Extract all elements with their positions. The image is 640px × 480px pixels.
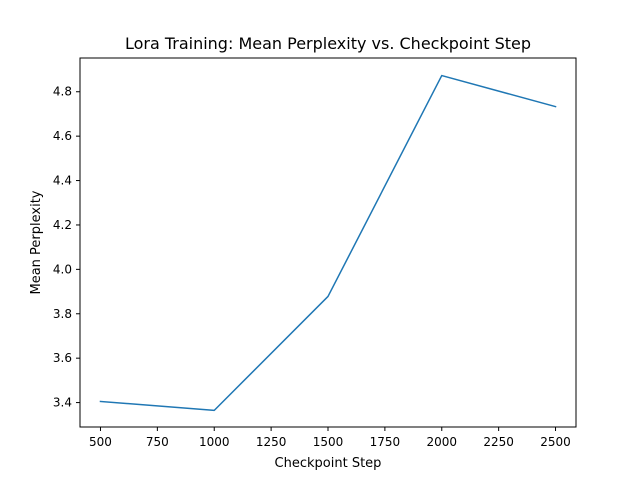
y-tick-label: 4.6 (53, 129, 72, 143)
x-tick-label: 1250 (256, 435, 287, 449)
y-tick-label: 4.8 (53, 85, 72, 99)
y-tick-label: 4.2 (53, 218, 72, 232)
series-line (99, 74, 557, 412)
plot-frame (79, 57, 577, 428)
chart-title: Lora Training: Mean Perplexity vs. Check… (125, 34, 531, 53)
y-axis-ticks: 3.4 3.6 3.8 4.0 4.2 4.4 4.6 4.8 (53, 85, 80, 410)
x-tick-label: 2500 (540, 435, 571, 449)
y-tick-label: 3.6 (53, 351, 72, 365)
x-tick-label: 1000 (199, 435, 230, 449)
x-axis-ticks: 500 750 1000 1250 1500 1750 2000 2250 2500 (89, 427, 571, 449)
x-tick-label: 1500 (313, 435, 344, 449)
y-tick-label: 4.4 (53, 174, 72, 188)
y-tick-label: 3.8 (53, 307, 72, 321)
x-axis-label: Checkpoint Step (275, 456, 382, 471)
x-tick-label: 500 (89, 435, 112, 449)
y-tick-label: 3.4 (53, 396, 72, 410)
x-tick-label: 2250 (483, 435, 514, 449)
x-tick-label: 750 (146, 435, 169, 449)
x-tick-label: 2000 (426, 435, 457, 449)
x-tick-label: 1750 (370, 435, 401, 449)
y-axis-label: Mean Perplexity (29, 190, 44, 294)
y-tick-label: 4.0 (53, 262, 72, 276)
